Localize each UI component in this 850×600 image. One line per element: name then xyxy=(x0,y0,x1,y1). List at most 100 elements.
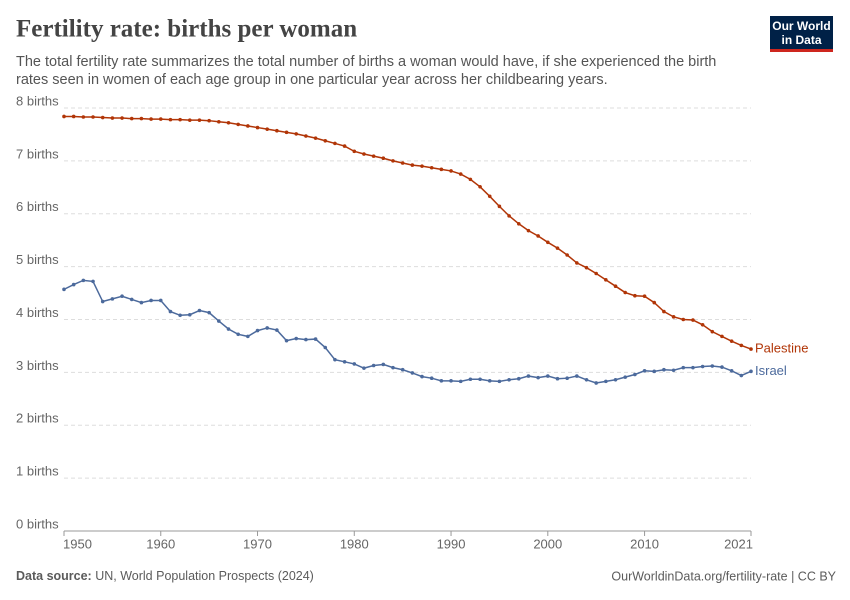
x-tick-label: 1950 xyxy=(63,536,92,551)
point xyxy=(71,282,76,287)
point xyxy=(400,161,405,165)
point xyxy=(255,328,260,333)
point xyxy=(333,357,337,362)
point xyxy=(575,261,579,265)
point xyxy=(526,374,531,378)
x-tick-label: 1980 xyxy=(340,536,369,551)
point xyxy=(671,368,676,373)
point xyxy=(555,376,560,381)
point xyxy=(352,149,357,154)
point xyxy=(187,312,192,317)
point xyxy=(468,377,473,382)
point xyxy=(168,117,173,122)
point xyxy=(217,119,221,124)
point xyxy=(187,118,192,122)
point xyxy=(671,315,676,319)
point xyxy=(516,221,521,226)
point xyxy=(323,345,328,350)
point xyxy=(255,125,260,130)
point xyxy=(352,362,357,366)
point xyxy=(275,128,279,133)
x-tick-label: 1960 xyxy=(146,536,175,551)
point xyxy=(633,372,637,377)
y-tick-label: 3 births xyxy=(16,358,59,373)
point xyxy=(81,278,86,283)
point xyxy=(313,136,318,140)
point xyxy=(700,322,705,327)
point xyxy=(439,379,444,383)
x-tick-label: 2010 xyxy=(630,536,659,551)
subtitle: The total fertility rate summarizes the … xyxy=(16,54,716,70)
point xyxy=(168,309,173,314)
point xyxy=(100,115,105,120)
point xyxy=(439,167,444,172)
point xyxy=(62,114,66,119)
y-tick-label: 6 births xyxy=(16,199,59,214)
point xyxy=(594,271,598,276)
point xyxy=(71,114,76,119)
subtitle: rates seen in women of each age group in… xyxy=(16,72,608,88)
point xyxy=(536,375,540,380)
y-tick-label: 4 births xyxy=(16,305,59,320)
source: Data source: UN, World Population Prospe… xyxy=(16,569,314,583)
point xyxy=(129,297,134,302)
point xyxy=(652,369,657,374)
point xyxy=(478,184,482,189)
point xyxy=(226,121,231,125)
point xyxy=(129,116,134,121)
point xyxy=(207,310,211,315)
point xyxy=(323,138,328,143)
point xyxy=(294,132,299,136)
point xyxy=(294,336,299,341)
point xyxy=(729,339,734,343)
point xyxy=(110,297,115,301)
point xyxy=(526,228,531,233)
point xyxy=(100,299,105,304)
point xyxy=(342,360,347,364)
point xyxy=(91,279,95,284)
credit[interactable]: OurWorldinData.org/fertility-rate | CC B… xyxy=(611,569,836,583)
point xyxy=(710,364,715,368)
point xyxy=(623,290,628,295)
point xyxy=(642,368,647,373)
point xyxy=(391,365,395,370)
point xyxy=(681,365,686,370)
point xyxy=(304,337,308,342)
point xyxy=(710,329,715,334)
point xyxy=(120,294,124,299)
point xyxy=(652,300,657,305)
point xyxy=(284,338,289,343)
point xyxy=(429,165,434,170)
point xyxy=(623,375,628,379)
point xyxy=(197,118,202,122)
point xyxy=(381,362,386,367)
point xyxy=(62,287,66,292)
y-tick-label: 1 births xyxy=(16,464,59,479)
point xyxy=(546,240,550,245)
logo-box[interactable] xyxy=(770,16,833,52)
point xyxy=(458,172,463,176)
point xyxy=(507,214,511,218)
point xyxy=(362,366,366,370)
point xyxy=(584,265,589,270)
point xyxy=(516,376,521,381)
point xyxy=(497,379,502,384)
point xyxy=(739,343,744,348)
point xyxy=(400,367,405,372)
point xyxy=(371,154,376,158)
point xyxy=(575,374,579,378)
point xyxy=(275,328,279,332)
point xyxy=(120,116,124,120)
line xyxy=(64,115,752,350)
point xyxy=(449,169,453,173)
point xyxy=(236,122,240,127)
point xyxy=(197,308,202,313)
point xyxy=(246,334,250,339)
point xyxy=(536,234,540,238)
point xyxy=(178,313,182,318)
line xyxy=(63,279,752,384)
point xyxy=(158,117,163,121)
point xyxy=(313,337,318,341)
point xyxy=(158,298,163,303)
